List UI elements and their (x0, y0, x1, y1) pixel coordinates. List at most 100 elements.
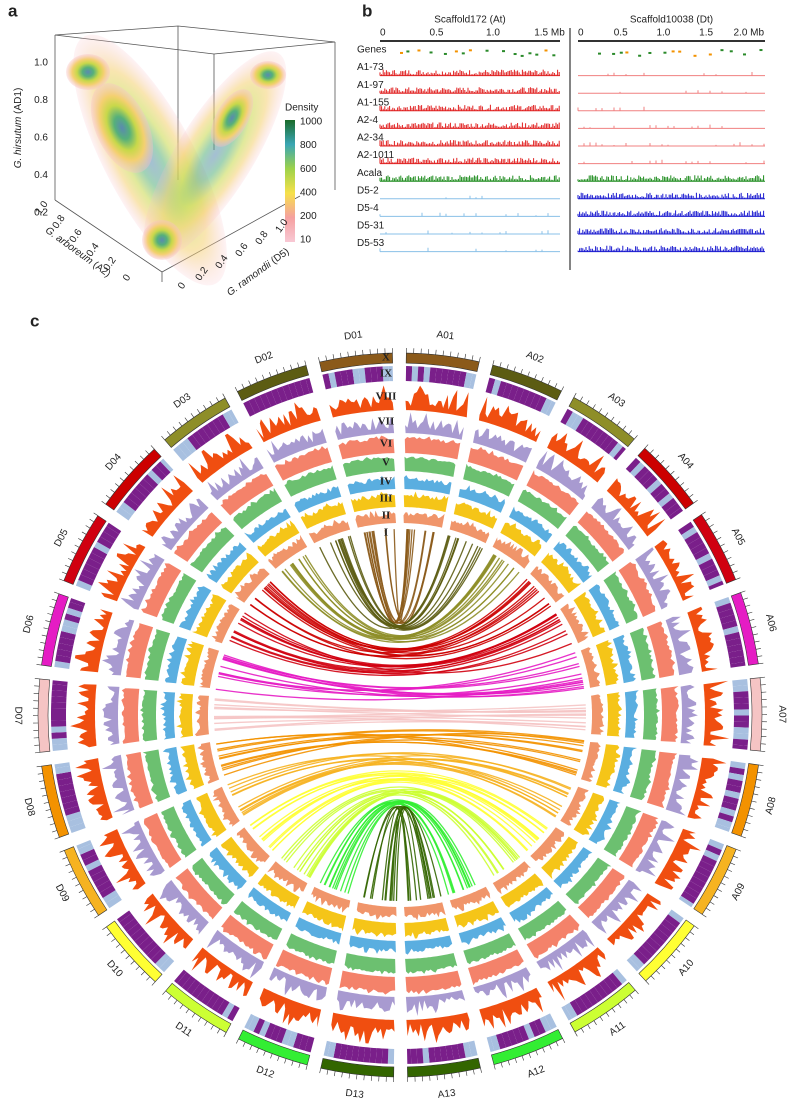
heatmap-cell (259, 393, 272, 410)
chromosome (165, 982, 232, 1033)
track-histogram (404, 917, 450, 939)
chromosome-label: D01 (344, 329, 364, 342)
legend-tick-label: 800 (300, 140, 317, 151)
track-histogram (467, 447, 524, 481)
heatmap-cell (706, 575, 723, 587)
chromosome-tick (52, 830, 58, 833)
chromosome-tick (249, 1045, 253, 1050)
heatmap-cell (282, 384, 293, 401)
chromosome (63, 515, 107, 585)
track-histogram (190, 527, 235, 573)
synteny-link (389, 806, 434, 901)
chromosome-label: D12 (255, 1064, 276, 1081)
gene (759, 49, 763, 52)
heatmap-cell (96, 880, 113, 893)
track-histogram (560, 603, 589, 644)
heatmap-cell (327, 1041, 337, 1058)
heatmap-cell (579, 993, 593, 1010)
heatmap-cell (646, 479, 662, 494)
heatmap-cell (422, 1047, 430, 1064)
track-label: A2-1011 (357, 150, 395, 161)
color-bar (285, 120, 295, 242)
heatmap-cell (62, 800, 79, 810)
track-histogram (703, 680, 730, 746)
heatmap-cell (50, 714, 67, 721)
heatmap-cell (388, 366, 394, 382)
chromosome-tick (348, 1073, 350, 1079)
chromosome-tick (283, 366, 286, 372)
track-histogram (188, 433, 253, 483)
chromosome-tick (610, 416, 615, 422)
chromosome-tick (587, 1024, 591, 1030)
heatmap-cell (719, 806, 736, 817)
chromosome-tick (756, 779, 762, 781)
heatmap-cell (733, 697, 749, 704)
chromosome-tick (242, 1042, 246, 1047)
synteny-link (285, 790, 499, 874)
chromosome (491, 1029, 564, 1065)
heatmap-cell (123, 497, 140, 512)
track-histogram (595, 640, 619, 686)
chromosome-tick (210, 1025, 214, 1030)
chromosome-tick (40, 642, 46, 644)
track (380, 195, 560, 200)
heatmap-cell (569, 999, 583, 1016)
chromosome-tick (507, 1060, 510, 1066)
track (577, 192, 765, 200)
chromosome-tick (542, 1047, 545, 1053)
chromosome (238, 1029, 311, 1066)
chromosome-tick (757, 771, 763, 774)
heatmap-cell (122, 918, 139, 933)
track-histogram (74, 609, 113, 673)
synteny-link (261, 779, 529, 851)
track-histogram (221, 552, 259, 594)
chromosome-tick (71, 551, 76, 555)
chromosome-tick (573, 392, 577, 398)
chromosome-tick (701, 914, 707, 918)
track-histogram (274, 446, 332, 481)
heatmap-cell (695, 865, 712, 878)
gene (678, 50, 682, 53)
chromosome-tick (751, 800, 757, 803)
legend-tick-label: 1000 (300, 117, 323, 128)
track (380, 230, 560, 235)
chromosome-tick (757, 655, 763, 657)
heatmap-cell (613, 446, 626, 461)
heatmap-cell (264, 1022, 276, 1039)
chromosome-tick (347, 351, 349, 357)
heatmap-cell (345, 1044, 354, 1061)
chromosome-tick (562, 1038, 566, 1044)
synteny-link (298, 558, 505, 639)
chromosome-tick (680, 943, 685, 947)
track-histogram (125, 752, 154, 809)
chromosome (692, 514, 737, 584)
heatmap-cell (718, 608, 735, 619)
track-histogram (526, 914, 580, 959)
track-histogram (458, 485, 505, 513)
chromosome-tick (184, 417, 189, 422)
heatmap-cell (293, 380, 305, 397)
heatmap-cell (52, 743, 68, 752)
track-histogram (174, 512, 223, 562)
heatmap-cell (51, 732, 67, 739)
track-histogram (405, 412, 464, 440)
heatmap-cell (51, 726, 67, 733)
chromosome-tick (71, 876, 77, 880)
chromosome-tick (167, 995, 172, 1000)
chromosome-tick (754, 640, 760, 643)
coverage (578, 124, 765, 129)
heatmap-cell (580, 421, 594, 438)
heatmap-cell (687, 537, 704, 550)
heatmap-cell (714, 596, 731, 608)
heatmap-cell (67, 816, 84, 828)
chromosome (731, 763, 759, 837)
chromosome-tick (236, 1038, 239, 1044)
x-tick-label: 0 (121, 272, 133, 283)
heatmap-cell (173, 445, 188, 462)
chromosome-tick (723, 550, 729, 554)
chromosome (63, 846, 108, 916)
x-tick-label: 2.0 Mb (734, 28, 765, 39)
track-histogram (492, 537, 530, 569)
chromosome-tick (284, 1058, 287, 1064)
gene (520, 54, 524, 57)
